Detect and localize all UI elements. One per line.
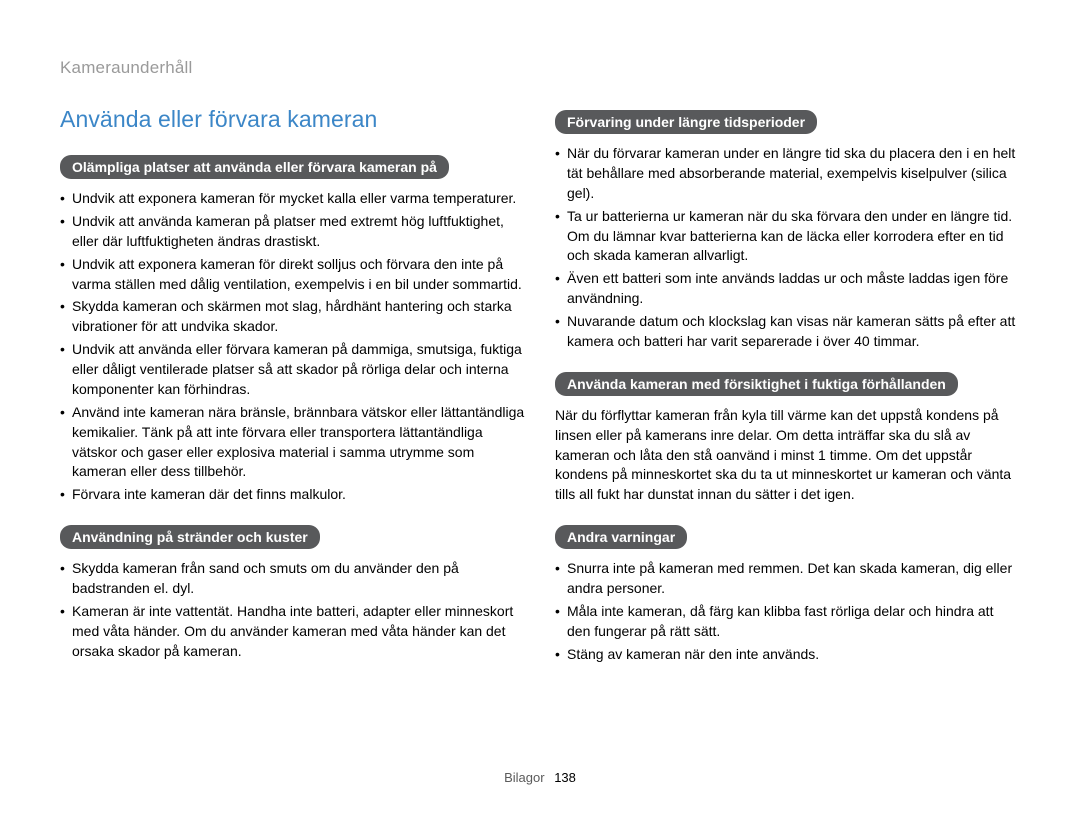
footer-label: Bilagor (504, 770, 544, 785)
list-item: Även ett batteri som inte används laddas… (555, 269, 1020, 309)
list-item: Skydda kameran från sand och smuts om du… (60, 559, 525, 599)
page-title: Använda eller förvara kameran (60, 106, 525, 133)
section-heading: Förvaring under längre tidsperioder (555, 110, 817, 134)
paragraph: När du förflyttar kameran från kyla till… (555, 406, 1020, 505)
list-item: Undvik att exponera kameran för direkt s… (60, 255, 525, 295)
manual-page: Kameraunderhåll Använda eller förvara ka… (0, 0, 1080, 815)
bullet-list: Skydda kameran från sand och smuts om du… (60, 559, 525, 661)
bullet-list: När du förvarar kameran under en längre … (555, 144, 1020, 352)
section-heading: Olämpliga platser att använda eller förv… (60, 155, 449, 179)
section-heading: Andra varningar (555, 525, 687, 549)
list-item: Måla inte kameran, då färg kan klibba fa… (555, 602, 1020, 642)
left-column: Använda eller förvara kameran Olämpliga … (60, 106, 525, 762)
list-item: Skydda kameran och skärmen mot slag, hår… (60, 297, 525, 337)
page-footer: Bilagor 138 (60, 762, 1020, 785)
bullet-list: Undvik att exponera kameran för mycket k… (60, 189, 525, 505)
content-columns: Använda eller förvara kameran Olämpliga … (60, 106, 1020, 762)
section-heading: Använda kameran med försiktighet i fukti… (555, 372, 958, 396)
breadcrumb: Kameraunderhåll (60, 58, 1020, 78)
list-item: Nuvarande datum och klockslag kan visas … (555, 312, 1020, 352)
right-column: Förvaring under längre tidsperioder När … (555, 106, 1020, 762)
page-number: 138 (554, 770, 576, 785)
bullet-list: Snurra inte på kameran med remmen. Det k… (555, 559, 1020, 664)
list-item: När du förvarar kameran under en längre … (555, 144, 1020, 204)
list-item: Stäng av kameran när den inte används. (555, 645, 1020, 665)
list-item: Förvara inte kameran där det finns malku… (60, 485, 525, 505)
list-item: Kameran är inte vattentät. Handha inte b… (60, 602, 525, 662)
list-item: Ta ur batterierna ur kameran när du ska … (555, 207, 1020, 267)
list-item: Undvik att använda kameran på platser me… (60, 212, 525, 252)
list-item: Undvik att använda eller förvara kameran… (60, 340, 525, 400)
section-heading: Användning på stränder och kuster (60, 525, 320, 549)
list-item: Använd inte kameran nära bränsle, brännb… (60, 403, 525, 483)
list-item: Undvik att exponera kameran för mycket k… (60, 189, 525, 209)
list-item: Snurra inte på kameran med remmen. Det k… (555, 559, 1020, 599)
